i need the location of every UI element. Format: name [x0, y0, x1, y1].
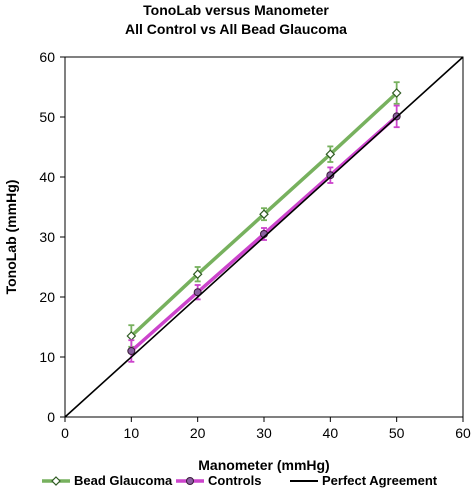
y-tick-label: 0 — [47, 409, 55, 425]
y-tick-label: 30 — [39, 229, 55, 245]
y-tick-label: 20 — [39, 289, 55, 305]
legend-marker-bead-glaucoma — [51, 476, 61, 486]
x-tick-label: 20 — [190, 425, 206, 441]
y-tick-label: 40 — [39, 169, 55, 185]
data-point-bead-glaucoma — [259, 209, 269, 220]
series-perfect-agreement-line — [64, 56, 464, 418]
x-axis-label: Manometer (mmHg) — [198, 457, 329, 473]
data-point-controls — [326, 171, 335, 180]
chart-title: TonoLab versus Manometer — [143, 2, 329, 18]
y-tick-label: 10 — [39, 349, 55, 365]
legend-label-perfect-agreement: Perfect Agreement — [322, 473, 438, 488]
legend-item-bead-glaucoma: Bead Glaucoma — [42, 473, 173, 488]
x-tick-label: 10 — [124, 425, 140, 441]
legend-item-perfect-agreement: Perfect Agreement — [290, 473, 438, 488]
data-point-bead-glaucoma — [391, 88, 402, 98]
x-tick-label: 50 — [389, 425, 405, 441]
x-tick-label: 30 — [256, 425, 272, 441]
y-axis-label: TonoLab (mmHg) — [3, 180, 19, 295]
plot-area: 0 10 20 30 40 50 60 0 10 20 30 40 50 60 — [39, 49, 471, 441]
legend-label-bead-glaucoma: Bead Glaucoma — [74, 473, 173, 488]
y-tick-label: 60 — [39, 49, 55, 65]
legend-item-controls: Controls — [176, 473, 261, 488]
data-point-bead-glaucoma — [192, 269, 203, 280]
data-point-controls — [127, 347, 136, 355]
legend-marker-controls — [186, 477, 194, 485]
x-tick-label: 60 — [455, 425, 471, 441]
data-point-bead-glaucoma — [325, 149, 336, 160]
x-tick-label: 40 — [323, 425, 339, 441]
legend: Bead Glaucoma Controls Perfect Agreement — [42, 473, 438, 488]
x-tick-label: 0 — [61, 425, 69, 441]
data-point-controls — [193, 288, 202, 297]
chart-subtitle: All Control vs All Bead Glaucoma — [125, 21, 347, 37]
y-tick-label: 50 — [39, 109, 55, 125]
legend-label-controls: Controls — [208, 473, 261, 488]
